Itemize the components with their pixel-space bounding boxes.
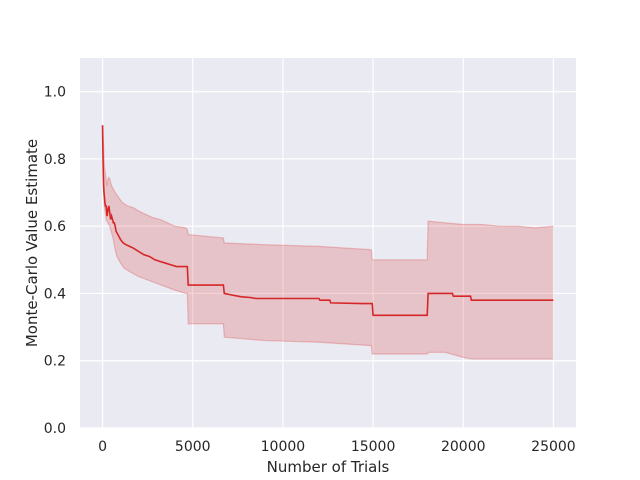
y-axis-title: Monte-Carlo Value Estimate xyxy=(23,139,41,347)
series-0-mean-line xyxy=(101,125,554,317)
y-tick-label-1: 0.2 xyxy=(44,354,66,370)
grid xyxy=(80,58,576,429)
y-axis-ticks: 0.0 0.2 0.4 0.6 0.8 1.0 xyxy=(44,85,66,437)
series-0-lower-bound-line xyxy=(101,125,554,360)
x-axis-ticks: 0 5000 10000 15000 20000 25000 xyxy=(98,439,576,455)
y-tick-label-2: 0.4 xyxy=(44,286,66,302)
x-tick-label-4: 20000 xyxy=(441,439,486,455)
x-tick-label-1: 5000 xyxy=(175,439,211,455)
x-tick-label-2: 10000 xyxy=(261,439,306,455)
series-0-upper-bound-line xyxy=(101,125,554,261)
x-tick-label-5: 25000 xyxy=(531,439,576,455)
x-tick-label-0: 0 xyxy=(98,439,107,455)
x-tick-label-3: 15000 xyxy=(351,439,396,455)
series-layer xyxy=(101,125,554,360)
y-tick-label-5: 1.0 xyxy=(44,85,66,101)
plot-area xyxy=(80,58,576,428)
y-tick-label-4: 0.8 xyxy=(44,152,66,168)
x-axis-title: Number of Trials xyxy=(267,458,390,476)
y-tick-label-0: 0.0 xyxy=(44,421,66,437)
y-tick-label-3: 0.6 xyxy=(44,219,66,235)
series-0-confidence-band xyxy=(102,125,554,360)
